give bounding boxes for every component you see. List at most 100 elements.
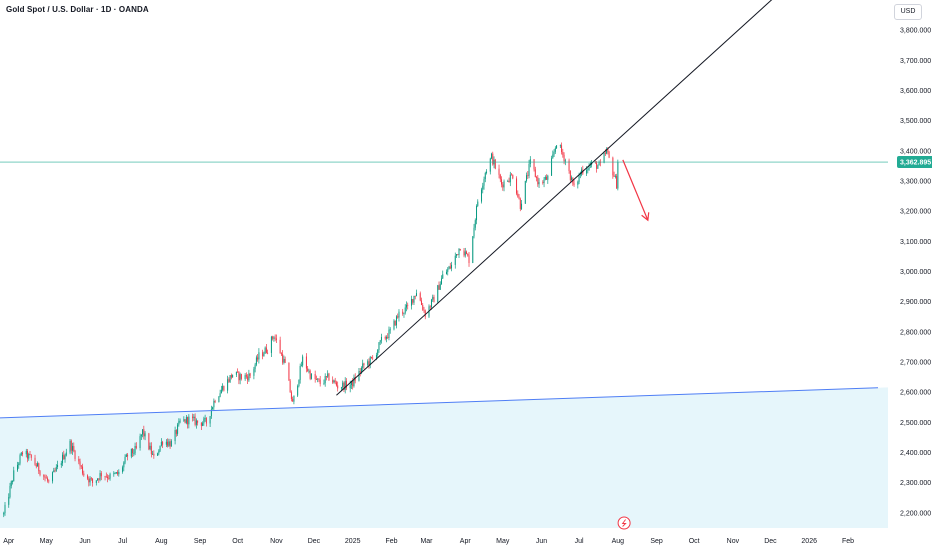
candle-body [240, 374, 242, 379]
candle-body [367, 361, 369, 365]
candle-body [358, 371, 360, 381]
candle-body [177, 424, 179, 434]
candle-body [343, 382, 345, 390]
candle-body [210, 409, 212, 417]
x-tick-label: May [40, 538, 54, 545]
candle-body [133, 453, 135, 454]
candle-body [527, 175, 529, 176]
candle-body [407, 304, 409, 306]
candle-body [385, 337, 387, 339]
candle-body [542, 182, 544, 184]
candle-body [289, 380, 291, 393]
candle-body [598, 161, 600, 166]
candle-body [162, 441, 164, 445]
candle-body [325, 376, 327, 377]
candle-body [227, 379, 229, 391]
candle-body [12, 481, 14, 482]
candle-body [494, 159, 496, 169]
candle-body [109, 473, 111, 479]
candle-body [607, 148, 609, 152]
candle-body [552, 154, 554, 159]
candle-body [223, 386, 225, 391]
candle-body [612, 157, 614, 176]
candle-body [368, 361, 370, 365]
currency-button[interactable]: USD [894, 4, 922, 20]
candle-body [90, 478, 92, 480]
candle-body [270, 336, 272, 353]
support-line[interactable] [0, 387, 879, 419]
candle-body [447, 269, 449, 272]
trend-line[interactable] [336, 0, 808, 396]
candle-body [232, 374, 234, 378]
forecast-arrow[interactable] [622, 159, 649, 221]
candle-body [499, 174, 501, 180]
candle-body [22, 452, 24, 455]
candle-body [315, 379, 317, 380]
candle-body [267, 352, 269, 354]
candle-body [108, 478, 110, 479]
y-tick-label: 3,100.000 [900, 239, 931, 246]
candle-body [352, 380, 354, 387]
candle-body [353, 377, 355, 387]
candle-body [512, 174, 514, 179]
candle-body [508, 180, 510, 183]
lightning-icon[interactable] [617, 516, 631, 530]
candle-body [99, 473, 101, 480]
candle-body [165, 441, 167, 445]
candle-body [319, 379, 321, 384]
candle-body [405, 304, 407, 308]
candle-body [604, 153, 606, 154]
candle-body [528, 163, 530, 176]
x-tick-label: Aug [612, 538, 625, 545]
candle-body [556, 145, 558, 149]
forecast-arrow-head [641, 212, 650, 222]
candle-body [209, 416, 211, 424]
candle-body [617, 162, 619, 189]
candle-body [309, 370, 311, 379]
candle-body [265, 347, 267, 353]
candle-body [212, 407, 214, 410]
candle-body [314, 374, 316, 380]
candle-body [327, 373, 329, 377]
candle-body [184, 419, 186, 423]
candle-body [464, 251, 466, 256]
candle-body [344, 380, 346, 390]
candle-body [29, 453, 31, 455]
candle-body [578, 174, 580, 182]
current-price-tag [897, 156, 932, 169]
candle-body [518, 196, 520, 199]
candle-body [218, 396, 220, 403]
x-tick-label: Feb [842, 538, 854, 545]
x-tick-label: Jun [79, 538, 90, 545]
candle-body [502, 184, 504, 188]
candle-body [543, 179, 545, 184]
candle-body [419, 293, 421, 301]
candle-body [299, 366, 301, 380]
y-tick-label: 3,800.000 [900, 28, 931, 35]
candle-body [379, 340, 381, 343]
candle-body [498, 168, 500, 175]
candle-body [228, 379, 230, 382]
candle-body [175, 430, 177, 434]
candle-body [262, 352, 264, 357]
candle-body [38, 463, 40, 472]
candle-body [551, 158, 553, 176]
candle-body [30, 454, 32, 458]
candle-body [19, 455, 21, 464]
candle-body [132, 448, 134, 454]
candle-body [118, 471, 120, 475]
candle-body [335, 382, 337, 386]
candle-body [70, 440, 72, 451]
candle-body [546, 176, 548, 180]
candle-body [534, 169, 536, 178]
candle-body [43, 475, 45, 477]
candle-body [529, 159, 531, 164]
candle-body [168, 441, 170, 446]
candle-body [219, 393, 221, 397]
y-tick-label: 3,700.000 [900, 58, 931, 65]
candle-body [438, 285, 440, 290]
candle-body [533, 159, 535, 170]
candle-body [491, 153, 493, 159]
